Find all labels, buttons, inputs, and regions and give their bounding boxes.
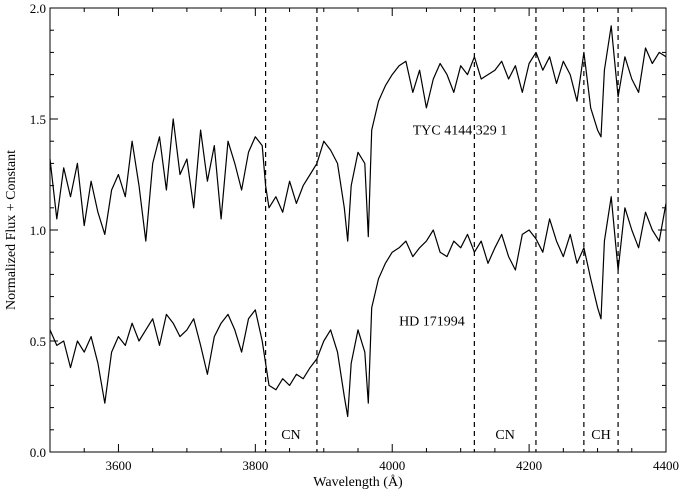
band-label-ch: CH — [591, 428, 610, 443]
y-tick-label: 2.0 — [30, 1, 46, 16]
band-label-cn: CN — [281, 428, 300, 443]
series-line-tyc-4144-329-1 — [49, 25, 667, 242]
x-tick-label: 4200 — [516, 458, 542, 473]
band-label-cn: CN — [495, 428, 514, 443]
y-tick-label: 0.5 — [30, 334, 46, 349]
series-annotation: HD 171994 — [399, 314, 465, 329]
y-tick-label: 1.0 — [30, 223, 46, 238]
y-axis-title: Normalized Flux + Constant — [4, 150, 19, 310]
series-line-hd-171994 — [49, 196, 667, 418]
plot-frame — [49, 7, 667, 453]
x-tick-label: 3600 — [105, 458, 131, 473]
y-tick-label: 0.0 — [30, 445, 46, 460]
y-tick-label: 1.5 — [30, 112, 46, 127]
x-tick-label: 3800 — [242, 458, 268, 473]
axis-ticks: 3600 3800 4000 4200 4400 0.0 0.5 1.0 1.5 2.0 — [30, 1, 679, 473]
series-annotation: TYC 4144 329 1 — [413, 124, 508, 139]
x-tick-label: 4400 — [653, 458, 679, 473]
x-tick-label: 4000 — [379, 458, 405, 473]
x-axis-title: Wavelength (Å) — [313, 474, 403, 490]
plot-area: TYC 4144 329 1 HD 171994 CN CN CH — [49, 8, 667, 452]
